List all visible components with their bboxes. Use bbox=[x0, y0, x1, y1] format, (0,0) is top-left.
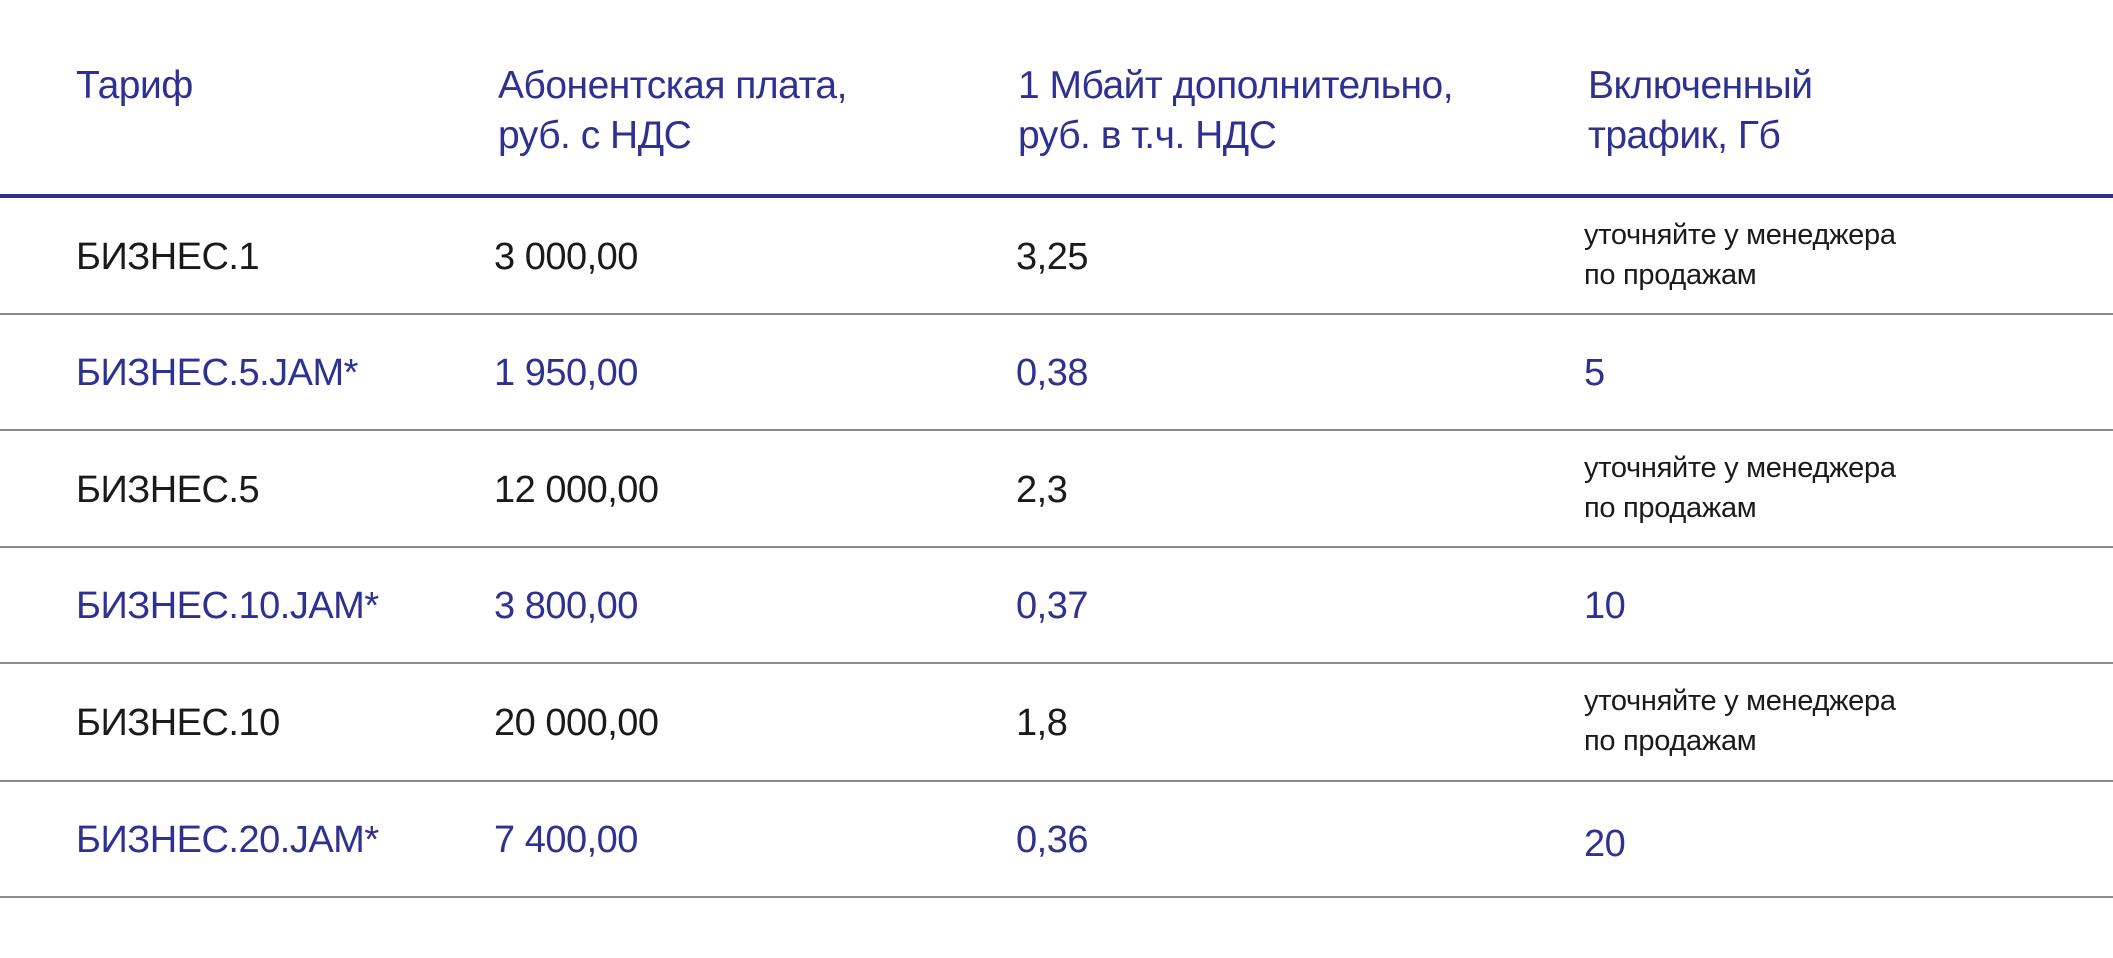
cell-extra-mb: 2,3 bbox=[1016, 469, 1068, 511]
cell-tariff: БИЗНЕС.20.JAM* bbox=[76, 819, 379, 861]
cell-fee: 12 000,00 bbox=[494, 469, 659, 511]
traffic-note-line: по продажам bbox=[1584, 725, 1757, 757]
cell-fee: 1 950,00 bbox=[494, 352, 638, 394]
table-row: БИЗНЕС.10 20 000,00 1,8 уточняйте у менедже… bbox=[0, 664, 2113, 782]
traffic-note-line: уточняйте у менеджера bbox=[1584, 452, 1896, 484]
cell-tariff: БИЗНЕС.10.JAM* bbox=[76, 585, 379, 627]
cell-fee: 3 800,00 bbox=[494, 585, 638, 627]
cell-extra-mb: 0,36 bbox=[1016, 819, 1088, 861]
cell-extra-mb: 1,8 bbox=[1016, 702, 1068, 744]
table-header-row: Тариф Абонентская плата, руб. с НДС 1 Мб… bbox=[0, 0, 2113, 198]
tariff-table: Тариф Абонентская плата, руб. с НДС 1 Мб… bbox=[0, 0, 2113, 898]
header-traffic-line-1: Включенный bbox=[1588, 64, 1813, 107]
cell-tariff: БИЗНЕС.10 bbox=[76, 702, 280, 744]
traffic-note-line: уточняйте у менеджера bbox=[1584, 685, 1896, 717]
cell-extra-mb: 3,25 bbox=[1016, 236, 1088, 278]
header-fee-line-2: руб. с НДС bbox=[498, 114, 692, 157]
traffic-note-line: по продажам bbox=[1584, 259, 1757, 291]
header-tariff: Тариф bbox=[76, 61, 193, 111]
cell-extra-mb: 0,38 bbox=[1016, 352, 1088, 394]
header-subscription-fee: Абонентская плата, руб. с НДС bbox=[498, 61, 847, 161]
cell-fee: 20 000,00 bbox=[494, 702, 659, 744]
cell-traffic: 5 bbox=[1584, 352, 1605, 394]
cell-tariff: БИЗНЕС.5 bbox=[76, 469, 260, 511]
table-row: БИЗНЕС.20.JAM* 7 400,00 0,36 20 bbox=[0, 782, 2113, 898]
table-row: БИЗНЕС.10.JAM* 3 800,00 0,37 10 bbox=[0, 548, 2113, 664]
table-row: БИЗНЕС.1 3 000,00 3,25 уточняйте у менеджер… bbox=[0, 198, 2113, 315]
cell-traffic: уточняйте у менеджера по продажам bbox=[1584, 448, 1896, 528]
cell-traffic: уточняйте у менеджера по продажам bbox=[1584, 681, 1896, 761]
header-traffic-line-2: трафик, Гб bbox=[1588, 114, 1781, 157]
cell-extra-mb: 0,37 bbox=[1016, 585, 1088, 627]
header-tariff-line-2: Тариф bbox=[76, 64, 193, 107]
traffic-note-line: уточняйте у менеджера bbox=[1584, 219, 1896, 251]
cell-fee: 7 400,00 bbox=[494, 819, 638, 861]
cell-traffic: 10 bbox=[1584, 585, 1626, 627]
cell-traffic: уточняйте у менеджера по продажам bbox=[1584, 215, 1896, 295]
cell-tariff: БИЗНЕС.5.JAM* bbox=[76, 352, 358, 394]
header-extra-megabyte: 1 Мбайт дополнительно, руб. в т.ч. НДС bbox=[1018, 61, 1454, 161]
header-fee-line-1: Абонентская плата, bbox=[498, 64, 847, 107]
cell-traffic: 20 bbox=[1584, 823, 1626, 865]
cell-tariff: БИЗНЕС.1 bbox=[76, 236, 260, 278]
table-row: БИЗНЕС.5 12 000,00 2,3 уточняйте у менеджер… bbox=[0, 431, 2113, 548]
header-included-traffic: Включенный трафик, Гб bbox=[1588, 61, 1813, 161]
header-extra-mb-line-1: 1 Мбайт дополнительно, bbox=[1018, 64, 1454, 107]
table-row: БИЗНЕС.5.JAM* 1 950,00 0,38 5 bbox=[0, 315, 2113, 431]
header-extra-mb-line-2: руб. в т.ч. НДС bbox=[1018, 114, 1277, 157]
cell-fee: 3 000,00 bbox=[494, 236, 638, 278]
table-body: БИЗНЕС.1 3 000,00 3,25 уточняйте у менеджер… bbox=[0, 198, 2113, 898]
traffic-note-line: по продажам bbox=[1584, 492, 1757, 524]
